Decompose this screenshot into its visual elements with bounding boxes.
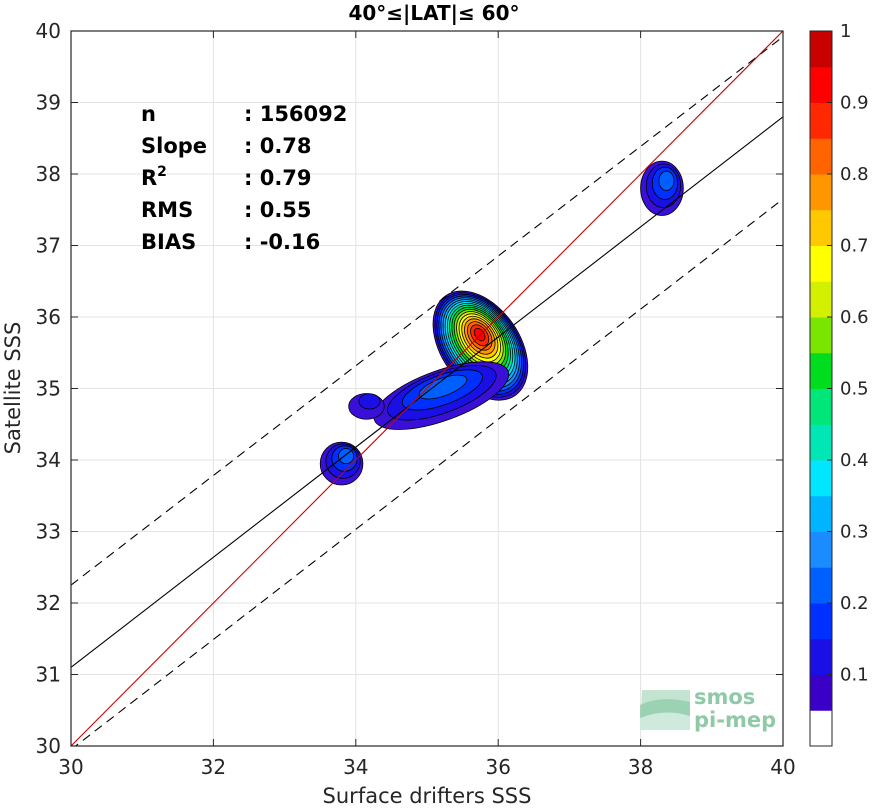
colorbar-segment	[810, 209, 832, 246]
colorbar-segment	[810, 352, 832, 389]
y-tick-label: 30	[36, 734, 61, 758]
x-tick-label: 40	[770, 755, 795, 779]
colorbar-segment	[810, 102, 832, 139]
colorbar-segment	[810, 495, 832, 532]
identity-line	[71, 31, 783, 746]
density-contour-blob-4-level-3	[658, 170, 675, 191]
stat-label: n	[141, 102, 156, 126]
stat-label: RMS	[141, 198, 193, 222]
colorbar-tick-label: 0.2	[840, 593, 869, 614]
fit-line	[71, 116, 783, 668]
colorbar-segment	[810, 31, 832, 68]
x-tick-label: 30	[58, 755, 83, 779]
colorbar-segment	[810, 710, 832, 747]
y-tick-label: 38	[36, 162, 61, 186]
y-tick-label: 36	[36, 305, 61, 329]
colorbar-segment	[810, 388, 832, 425]
y-tick-label: 33	[36, 520, 61, 544]
colorbar-segment	[810, 317, 832, 354]
density-contour-blob-2-level-1	[358, 393, 381, 410]
colorbar-segment	[810, 66, 832, 103]
colorbar-segment	[810, 174, 832, 211]
colorbar-segment	[810, 674, 832, 711]
statistics-box: n : 156092 Slope : 0.78 R2 : 0.79 RMS : 0.55 BIA…	[141, 102, 347, 254]
y-tick-label: 35	[36, 377, 61, 401]
reference-lines	[71, 31, 783, 746]
stat-label: Slope	[141, 134, 207, 158]
colorbar-segment	[810, 603, 832, 640]
colorbar-tick-label: 0.8	[840, 164, 869, 185]
stat-value: : 0.55	[244, 198, 312, 222]
x-tick-label: 32	[201, 755, 226, 779]
stat-value: : 0.78	[244, 134, 312, 158]
smos-pi-mep-logo: smos pi-mep	[640, 685, 776, 732]
y-axis-label: Satellite SSS	[1, 322, 25, 455]
chart-title: 40°≤|LAT|≤ 60°	[348, 1, 519, 25]
y-tick-label: 39	[36, 91, 61, 115]
x-tick-label: 34	[343, 755, 368, 779]
colorbar-segment	[810, 531, 832, 568]
x-tick-label: 36	[485, 755, 510, 779]
colorbar-segment	[810, 460, 832, 497]
x-axis-label: Surface drifters SSS	[323, 784, 532, 808]
stat-value: : 156092	[244, 102, 347, 126]
y-tick-label: 31	[36, 663, 61, 687]
colorbar-segment	[810, 424, 832, 461]
colorbar-segment	[810, 245, 832, 282]
y-tick-label: 40	[36, 19, 61, 43]
x-tick-label: 38	[628, 755, 653, 779]
axis-ticks: 30 32 34 36 38 40 30 31 32 33 34 35 36 37 38 39 40	[36, 19, 796, 779]
stat-superscript: 2	[157, 164, 167, 180]
colorbar-segment	[810, 281, 832, 318]
colorbar-tick-label: 0.7	[840, 236, 869, 257]
logo-line1: smos	[694, 685, 755, 709]
colorbar-tick-label: 0.3	[840, 522, 869, 543]
colorbar-segment	[810, 138, 832, 175]
y-tick-label: 37	[36, 234, 61, 258]
colorbar-tick-label: 0.9	[840, 93, 869, 114]
colorbar-segment	[810, 567, 832, 604]
stat-value: : -0.16	[244, 230, 320, 254]
colorbar-tick-label: 1	[840, 21, 851, 42]
colorbar-tick-label: 0.1	[840, 665, 869, 686]
colorbar-tick-label: 0.4	[840, 450, 869, 471]
colorbar-segment	[810, 638, 832, 675]
stat-label: BIAS	[141, 230, 196, 254]
colorbar-tick-label: 0.6	[840, 307, 869, 328]
colorbar: 0.1 0.2 0.3 0.4 0.5 0.6 0.7 0.8 0.9 1	[809, 21, 869, 747]
y-tick-label: 32	[36, 591, 61, 615]
y-tick-label: 34	[36, 448, 61, 472]
colorbar-tick-label: 0.5	[840, 379, 869, 400]
lower-bound-line	[74, 198, 783, 746]
stat-value: : 0.79	[244, 166, 312, 190]
gridlines	[70, 30, 784, 747]
stat-label: R2	[141, 164, 167, 190]
logo-line2: pi-mep	[694, 708, 776, 732]
